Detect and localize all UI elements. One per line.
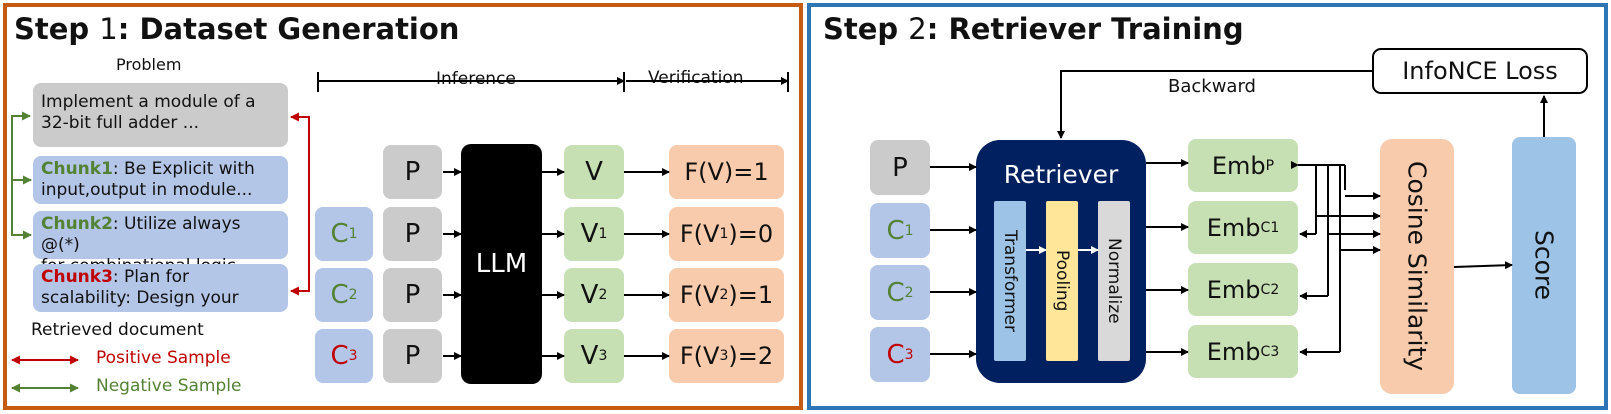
- f-box-1: F(V 1)= 0: [669, 207, 784, 261]
- problem-text-line1: Implement a module of a: [41, 92, 256, 112]
- chunk1-name: Chunk1: [41, 159, 113, 179]
- pooling-block: Pooling: [1046, 201, 1078, 361]
- chunk1-line2: input,output in module...: [41, 180, 253, 200]
- chunk3-line1: : Plan for: [112, 267, 189, 287]
- chunk1-line1: : Be Explicit with: [112, 159, 255, 179]
- step2-title: Step 2: Retriever Training: [823, 12, 1244, 46]
- llm-box: LLM: [461, 144, 542, 384]
- p-box-1: P: [383, 207, 442, 261]
- transformer-block: Transformer: [994, 201, 1026, 361]
- retrieved-document-label: Retrieved document: [31, 320, 204, 340]
- chunk1-box: Chunk1: Be Explicit with input,output in…: [33, 156, 288, 204]
- chunk2-name: Chunk2: [41, 214, 113, 234]
- score-block: Score: [1512, 137, 1576, 394]
- dataset-generation-panel: [3, 3, 803, 410]
- positive-link-chunk3: [290, 112, 310, 296]
- backward-label: Backward: [1168, 76, 1256, 97]
- emb-c3-box: Emb C3: [1188, 325, 1298, 378]
- verification-label: Verification: [644, 68, 748, 88]
- problem-label: Problem: [116, 55, 182, 74]
- p-input-box: P: [870, 140, 930, 195]
- chunk2-box: Chunk2: Utilize always @(*) for combinat…: [33, 211, 288, 276]
- chunk3-box: Chunk3: Plan for scalability: Design you…: [33, 264, 288, 312]
- retriever-training-panel: [807, 3, 1608, 410]
- negative-link-chunk1: [11, 111, 31, 181]
- emb-c1-box: Emb C1: [1188, 201, 1298, 254]
- f-box-3: F(V 3)= 2: [669, 329, 784, 383]
- cosine-similarity-block: Cosine Similarity: [1380, 139, 1454, 394]
- normalize-block: Normalize: [1098, 201, 1130, 361]
- retriever-label: Retriever: [1003, 160, 1119, 189]
- chunk2-line1: : Utilize always @(*): [41, 214, 241, 255]
- emb-c2-box: Emb C2: [1188, 263, 1298, 316]
- backward-line: [1057, 70, 1372, 139]
- legend-negative-label: Negative Sample: [96, 376, 242, 396]
- problem-text-line2: 32-bit full adder ...: [41, 113, 200, 133]
- f-box-0: F(V)= 1: [669, 145, 784, 199]
- v-box-0: V: [564, 145, 624, 199]
- chunk3-line2: scalability: Design your: [41, 288, 239, 308]
- problem-box: Implement a module of a 32-bit full adde…: [33, 83, 288, 147]
- chunk3-name: Chunk3: [41, 267, 113, 287]
- negative-link-chunk2: [11, 180, 32, 240]
- p-box-0: P: [383, 145, 442, 199]
- emb-p-box: Emb P: [1188, 139, 1298, 192]
- p-box-2: P: [383, 268, 442, 322]
- step1-title: Step 1: Dataset Generation: [14, 12, 460, 46]
- infonce-loss-box: InfoNCE Loss: [1372, 48, 1588, 94]
- f-box-2: F(V 2)= 1: [669, 268, 784, 322]
- p-box-3: P: [383, 329, 442, 383]
- legend-positive-label: Positive Sample: [96, 348, 231, 368]
